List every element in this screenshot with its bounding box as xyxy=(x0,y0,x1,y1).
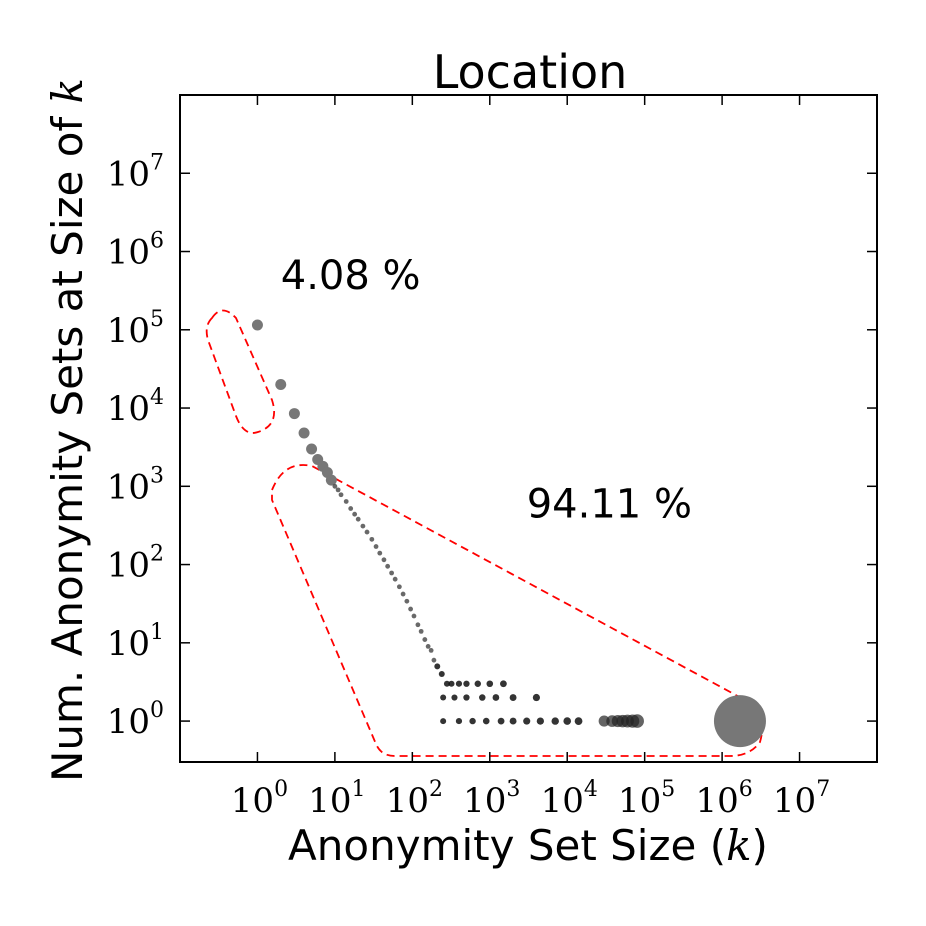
data-point-42 xyxy=(474,680,482,687)
data-point-59 xyxy=(536,717,544,725)
data-point-53 xyxy=(455,717,463,725)
data-point-22 xyxy=(385,563,391,569)
plot-frame xyxy=(179,94,878,763)
data-point-46 xyxy=(451,694,458,701)
data-point-30 xyxy=(415,622,421,628)
data-point-51 xyxy=(532,693,541,702)
data-point-21 xyxy=(381,557,387,563)
x-tick-label-3: 103 xyxy=(463,777,520,821)
data-point-15 xyxy=(355,516,361,522)
data-point-37 xyxy=(438,670,445,677)
data-point-35 xyxy=(431,657,437,663)
data-point-61 xyxy=(563,717,572,725)
data-point-39 xyxy=(448,680,455,687)
x-tick-label-5: 105 xyxy=(618,777,675,821)
data-point-45 xyxy=(440,694,447,701)
chart-title: Location xyxy=(433,45,628,99)
data-point-4 xyxy=(306,443,318,455)
x-axis-label: Anonymity Set Size (k) xyxy=(288,821,768,870)
data-point-60 xyxy=(551,717,559,725)
data-point-33 xyxy=(425,644,431,649)
x-tick-label-1: 101 xyxy=(308,777,365,821)
data-point-24 xyxy=(392,576,398,582)
data-point-34 xyxy=(428,648,434,653)
y-tick-label-0: 100 xyxy=(107,698,164,742)
data-point-58 xyxy=(523,717,531,725)
data-point-20 xyxy=(377,550,383,556)
data-point-29 xyxy=(411,613,417,619)
annotations: 4.08 % 94.11 % xyxy=(281,253,692,528)
data-point-32 xyxy=(422,637,428,642)
x-axis-ticks: 100 101 102 103 104 105 106 107 xyxy=(231,95,830,821)
data-point-63 xyxy=(598,715,610,727)
y-axis-label: Num. Anonymity Sets at Size of k xyxy=(43,78,92,782)
data-point-49 xyxy=(492,694,500,701)
data-point-27 xyxy=(404,598,410,604)
y-tick-label-3: 103 xyxy=(107,463,164,507)
data-point-12 xyxy=(343,499,349,504)
y-tick-label-1: 101 xyxy=(107,620,164,664)
data-point-23 xyxy=(389,570,395,576)
data-point-44 xyxy=(500,680,507,688)
x-tick-label-2: 102 xyxy=(386,777,443,821)
data-point-17 xyxy=(364,529,370,535)
x-tick-label-6: 106 xyxy=(695,777,752,821)
data-point-1 xyxy=(275,378,287,390)
data-point-54 xyxy=(469,717,476,725)
data-point-50 xyxy=(509,694,517,701)
data-point-48 xyxy=(479,694,486,701)
data-point-16 xyxy=(360,523,366,529)
data-point-62 xyxy=(574,717,583,725)
y-tick-label-7: 107 xyxy=(107,150,164,194)
data-point-2 xyxy=(288,408,300,420)
data-point-10 xyxy=(335,487,341,493)
annotation-0: 4.08 % xyxy=(281,253,421,299)
data-point-19 xyxy=(373,544,379,549)
data-point-70 xyxy=(713,695,766,748)
region-outline-small xyxy=(205,309,276,434)
data-point-11 xyxy=(338,492,344,498)
data-point-31 xyxy=(418,628,424,634)
data-point-43 xyxy=(486,680,494,688)
data-point-56 xyxy=(497,717,505,725)
y-tick-label-4: 104 xyxy=(107,385,164,429)
data-point-9 xyxy=(332,483,338,489)
data-points xyxy=(251,319,766,748)
data-point-41 xyxy=(463,680,470,687)
y-tick-label-6: 106 xyxy=(107,229,164,273)
y-tick-label-2: 102 xyxy=(107,542,164,586)
data-point-69 xyxy=(630,714,644,728)
data-point-38 xyxy=(443,680,450,687)
data-point-47 xyxy=(463,694,470,701)
data-point-36 xyxy=(434,663,441,670)
data-point-25 xyxy=(396,584,402,590)
data-point-40 xyxy=(455,680,463,687)
x-tick-label-0: 100 xyxy=(231,777,288,821)
data-point-26 xyxy=(400,591,406,597)
data-point-18 xyxy=(369,536,375,542)
data-point-13 xyxy=(348,506,354,511)
data-point-14 xyxy=(352,511,358,517)
data-point-57 xyxy=(509,717,517,725)
data-point-28 xyxy=(408,606,414,612)
data-point-52 xyxy=(440,718,447,725)
y-axis-ticks: 100 101 102 103 104 105 106 107 xyxy=(107,150,877,742)
data-point-55 xyxy=(482,717,490,725)
data-point-8 xyxy=(325,474,337,486)
annotation-1: 94.11 % xyxy=(527,482,692,528)
data-point-0 xyxy=(251,319,263,331)
highlight-regions xyxy=(205,309,763,757)
x-tick-label-4: 104 xyxy=(541,777,598,821)
y-tick-label-5: 105 xyxy=(107,307,164,351)
data-point-3 xyxy=(298,427,310,439)
x-tick-label-7: 107 xyxy=(773,777,830,821)
region-outline-large xyxy=(271,464,763,757)
